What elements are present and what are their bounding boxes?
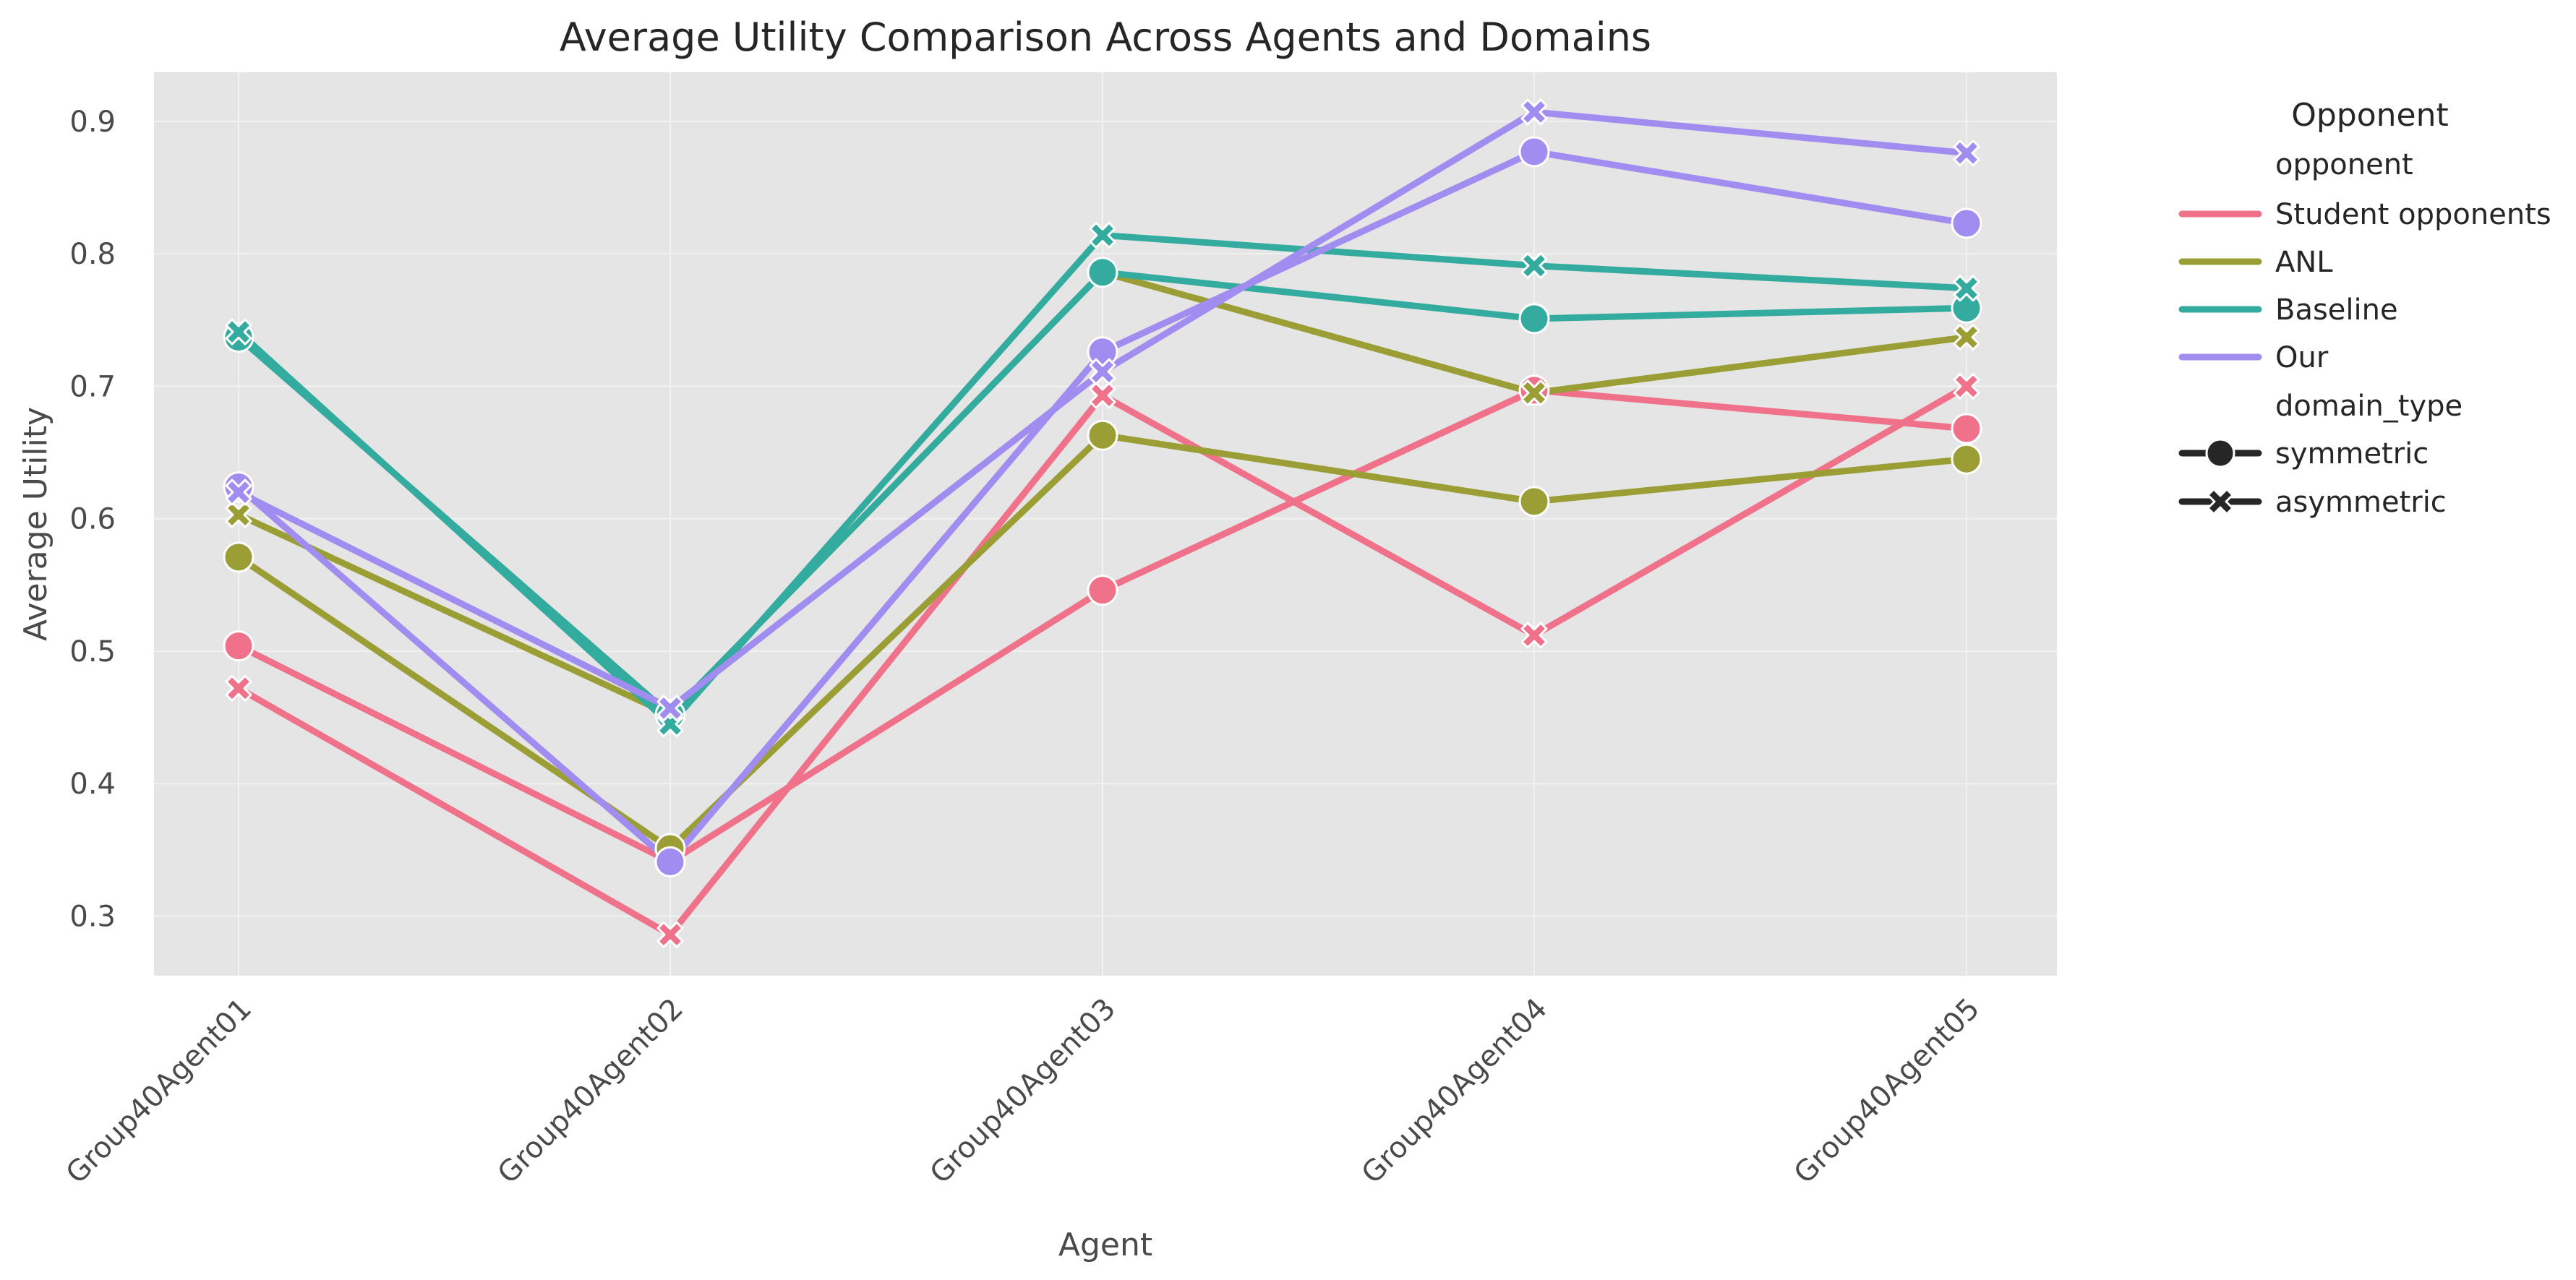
x-tick-label-2: Group40Agent03 [924,992,1122,1190]
marker-point-7-4 [1953,139,1980,167]
y-tick-label-4: 0.7 [69,370,116,403]
legend-style-marker-0 [2205,438,2235,468]
legend-style-entries: symmetric asymmetric [2178,437,2447,519]
x-tick-label-1: Group40Agent02 [492,992,690,1190]
marker-point-7-1 [656,695,684,722]
marker-point-5-2 [1089,221,1116,249]
x-axis-label: Agent [1058,1227,1152,1263]
marker-point-1-4 [1953,372,1980,400]
marker-point-1-0 [225,674,252,702]
marker-point-5-4 [1953,275,1980,302]
y-tick-label-1: 0.4 [69,768,116,801]
legend-title: Opponent [2291,97,2449,134]
marker-point-0-0 [223,630,254,662]
y-tick-label-5: 0.8 [69,238,116,271]
y-tick-label-0: 0.3 [69,901,116,934]
y-tick-label-6: 0.9 [69,106,116,139]
legend-label-0: Student opponents [2275,198,2551,231]
x-axis-ticks: Group40Agent01 Group40Agent02 Group40Agent… [60,992,1986,1190]
marker-point-0-4 [1951,413,1982,444]
marker-point-4-3 [1518,303,1550,335]
marker-point-1-1 [656,921,684,948]
marker-point-7-3 [1520,98,1548,126]
y-axis-label: Average Utility [17,407,54,641]
marker-point-5-3 [1520,252,1548,280]
y-axis-ticks: 0.3 0.4 0.5 0.6 0.7 0.8 0.9 [69,106,116,934]
legend: Opponent opponent Student opponents ANL Ba… [2178,97,2551,519]
marker-point-3-3 [1520,379,1548,407]
marker-point-0-2 [1087,575,1118,606]
plot-background [154,72,2057,976]
legend-style-marker-1 [2207,488,2234,515]
marker-point-6-4 [1951,207,1982,239]
marker-point-2-2 [1087,419,1118,451]
y-tick-label-2: 0.5 [69,635,116,669]
marker-point-3-0 [225,501,252,528]
legend-style-label-1: asymmetric [2275,486,2447,519]
legend-hue-entries: Student opponents ANL Baseline Our [2178,198,2551,374]
legend-style-label-0: symmetric [2275,437,2429,471]
y-tick-label-3: 0.6 [69,503,116,536]
marker-point-1-3 [1520,622,1548,649]
x-tick-label-0: Group40Agent01 [60,992,258,1190]
legend-label-1: ANL [2275,246,2333,279]
marker-point-6-1 [654,846,686,877]
marker-point-3-4 [1953,324,1980,351]
marker-point-7-0 [225,478,252,506]
marker-point-1-2 [1089,382,1116,409]
marker-point-7-2 [1089,358,1116,385]
marker-point-2-0 [223,541,254,573]
marker-point-4-2 [1087,257,1118,288]
legend-label-3: Our [2275,341,2329,374]
series-markers [223,98,1982,948]
legend-hue-title: opponent [2275,148,2413,181]
marker-point-2-4 [1951,443,1982,475]
legend-label-2: Baseline [2275,293,2398,327]
marker-point-6-3 [1518,136,1550,168]
marker-point-5-0 [225,318,252,345]
legend-style-title: domain_type [2275,390,2462,423]
marker-point-2-3 [1518,486,1550,517]
x-tick-label-3: Group40Agent04 [1356,992,1554,1190]
chart-title: Average Utility Comparison Across Agents… [560,14,1651,60]
x-tick-label-4: Group40Agent05 [1788,992,1986,1190]
